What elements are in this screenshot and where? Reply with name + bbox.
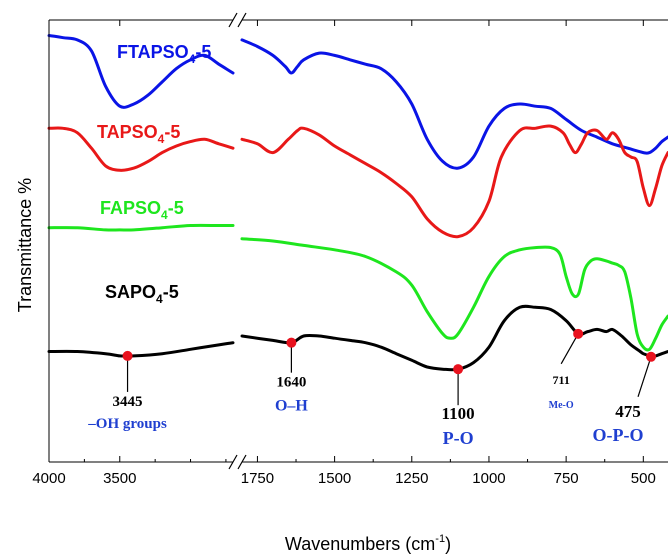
annotation-marker bbox=[453, 364, 464, 375]
series-line-sapo-right bbox=[240, 304, 668, 372]
y-axis-title: Transmittance % bbox=[15, 178, 35, 312]
series-label-fapso: FAPSO4-5 bbox=[100, 198, 184, 222]
annotation-group: P-O bbox=[443, 428, 474, 448]
annotation-marker bbox=[286, 337, 297, 348]
series-line-ftapso-left bbox=[47, 34, 235, 109]
annotation-wavenumber: 1640 bbox=[276, 375, 306, 391]
axes: 4000 3500 1750 1500 1250 1000 750 500 bbox=[32, 12, 668, 487]
series-labels: FTAPSO4-5 TAPSO4-5 FAPSO4-5 SAPO4-5 bbox=[97, 42, 211, 306]
annotation-wavenumber: 711 bbox=[552, 373, 569, 387]
series-line-tapso-right bbox=[240, 124, 668, 239]
axis-break-mark bbox=[237, 454, 247, 470]
x-tick-label: 750 bbox=[554, 470, 579, 487]
x-tick-label: 3500 bbox=[103, 470, 136, 487]
series-line-ftapso-right bbox=[240, 38, 668, 170]
axis-break-mark bbox=[237, 12, 247, 28]
series-label-sapo: SAPO4-5 bbox=[105, 282, 179, 306]
axis-break-mark bbox=[228, 12, 238, 28]
annotation-marker bbox=[646, 351, 657, 362]
annotation-group: –OH groups bbox=[87, 416, 167, 432]
series-line-sapo-left bbox=[47, 341, 235, 358]
annotation-leader bbox=[637, 356, 652, 397]
axis-break-mark bbox=[228, 454, 238, 470]
annotation-marker bbox=[573, 328, 584, 339]
annotation-marker bbox=[122, 350, 133, 361]
series-line-fapso-right bbox=[240, 237, 668, 352]
annotation-group: Me-O bbox=[549, 400, 574, 411]
series-line-fapso-left bbox=[47, 223, 235, 232]
x-tick-label: 500 bbox=[631, 470, 656, 487]
annotation-group: O-P-O bbox=[593, 425, 644, 445]
annotation-leader bbox=[560, 333, 579, 365]
annotations: 3445 –OH groups 1640 O–H 1100 P-O 711 Me-O 475 O-… bbox=[87, 328, 657, 448]
x-tick-label: 1500 bbox=[318, 470, 351, 487]
annotation-wavenumber: 1100 bbox=[442, 404, 475, 423]
series-group bbox=[47, 34, 668, 372]
x-tick-label: 1750 bbox=[241, 470, 274, 487]
annotation-wavenumber: 475 bbox=[615, 402, 641, 421]
series-label-tapso: TAPSO4-5 bbox=[97, 122, 180, 146]
x-axis-title: Wavenumbers (cm-1) bbox=[285, 533, 451, 554]
annotation-wavenumber: 3445 bbox=[113, 394, 143, 410]
annotation-group: O–H bbox=[275, 398, 308, 415]
series-label-ftapso: FTAPSO4-5 bbox=[117, 42, 211, 66]
x-tick-label: 1000 bbox=[472, 470, 505, 487]
series-line-tapso-left bbox=[47, 126, 235, 172]
x-tick-label: 4000 bbox=[32, 470, 65, 487]
x-tick-label: 1250 bbox=[395, 470, 428, 487]
